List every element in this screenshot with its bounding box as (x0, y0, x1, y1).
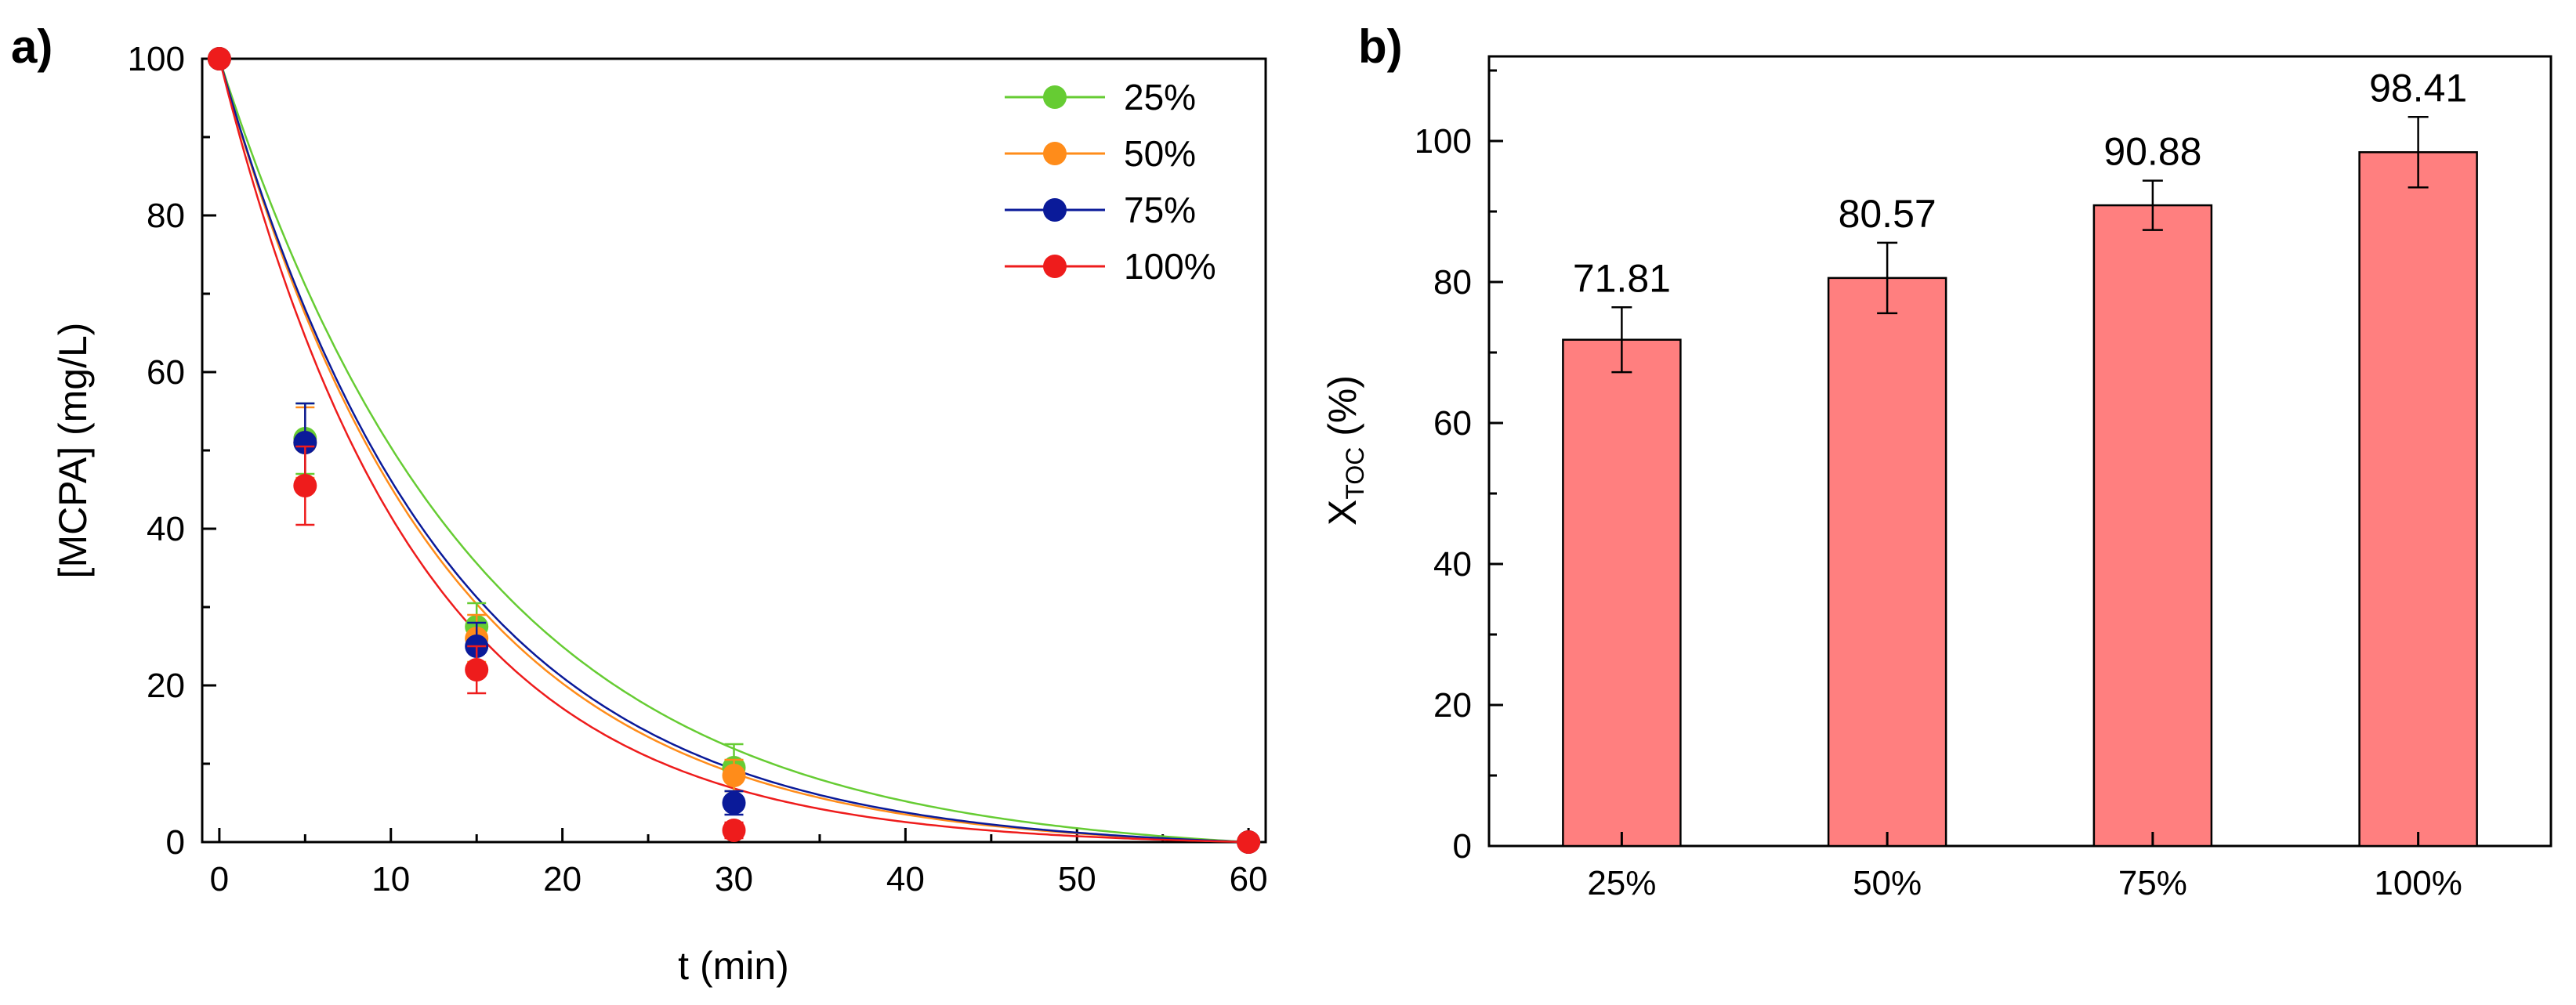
panel-b-y-axis-label: XTOC (%) (1321, 375, 1369, 526)
panel-b-label: b) (1358, 20, 1403, 73)
panel-a-plot-frame (201, 57, 1267, 844)
x-tick-label: 50% (1853, 864, 1922, 902)
panel-b-bars: 71.81 25% 80.57 50% 90.88 75% 98.41 100% (1562, 66, 2478, 902)
y-tick-label: 20 (147, 667, 185, 705)
panel-a-x-axis-label: t (min) (678, 944, 789, 988)
panel-a-data-points (207, 47, 1261, 854)
panel-a-label: a) (11, 20, 53, 73)
y-label-main: X (1321, 500, 1364, 526)
y-tick-label: 20 (1433, 686, 1472, 725)
bar-value-label: 80.57 (1839, 192, 1937, 236)
bar-value-label: 71.81 (1573, 256, 1671, 300)
panel-b-plot-frame (1487, 55, 2552, 848)
x-tick-label: 0 (210, 860, 229, 898)
y-tick-label: 60 (1433, 404, 1472, 443)
y-tick-label: 80 (1433, 263, 1472, 302)
legend-marker (1043, 85, 1067, 109)
legend-label: 25% (1124, 77, 1196, 117)
x-tick-label: 50 (1058, 860, 1096, 898)
y-tick-label: 40 (1433, 545, 1472, 584)
x-tick-label: 25% (1587, 864, 1656, 902)
x-tick-label: 40 (886, 860, 925, 898)
x-tick-label: 20 (543, 860, 582, 898)
panel-b: b) 0 20 40 60 80 100 71.81 25% 80.57 50% 90.88 75%… (1321, 20, 2552, 902)
y-label-unit: (%) (1321, 375, 1364, 447)
data-point-100pct (207, 47, 231, 70)
panel-a-y-axis-label: [MCPA] (mg/L) (51, 323, 95, 579)
legend-marker (1043, 142, 1067, 165)
bar-100pct (2358, 151, 2478, 848)
panel-a-legend: 25% 50% 75% 100% (1005, 77, 1216, 287)
panel-a-fit-curves (218, 58, 1249, 844)
y-tick-label: 100 (1415, 122, 1472, 161)
fit-curve-75pct (218, 58, 1249, 844)
y-label-subscript: TOC (1341, 447, 1369, 500)
y-tick-label: 100 (128, 40, 185, 78)
x-tick-label: 100% (2374, 864, 2462, 902)
legend-label: 75% (1124, 190, 1196, 230)
y-tick-label: 0 (1453, 827, 1472, 866)
bar-25pct (1562, 338, 1682, 848)
panel-b-axis-ticks: 0 20 40 60 80 100 (1415, 69, 1503, 866)
legend-label: 100% (1124, 246, 1216, 287)
panel-a: a) 0 10 20 30 40 50 60 0 20 40 60 80 100 t (min) [MC… (11, 20, 1268, 988)
data-point-75pct (722, 791, 746, 815)
data-point-50pct (722, 764, 746, 787)
x-tick-label: 75% (2118, 864, 2187, 902)
data-point-75pct (293, 431, 317, 454)
legend-marker (1043, 198, 1067, 222)
legend-label: 50% (1124, 133, 1196, 174)
x-tick-label: 60 (1230, 860, 1268, 898)
bar-75pct (2092, 204, 2213, 848)
y-tick-label: 40 (147, 510, 185, 548)
data-point-100pct (722, 819, 746, 842)
y-tick-label: 60 (147, 353, 185, 392)
x-tick-label: 30 (715, 860, 753, 898)
bar-50pct (1827, 277, 1947, 848)
data-point-100pct (1237, 830, 1261, 854)
y-tick-label: 0 (166, 823, 185, 862)
data-point-100pct (293, 474, 317, 497)
y-tick-label: 80 (147, 197, 185, 235)
bar-value-label: 98.41 (2369, 66, 2467, 110)
panel-a-axis-ticks: 0 10 20 30 40 50 60 0 20 40 60 80 100 (128, 40, 1268, 898)
bar-value-label: 90.88 (2103, 130, 2201, 174)
data-point-100pct (465, 658, 489, 681)
legend-marker (1043, 255, 1067, 278)
x-tick-label: 10 (371, 860, 410, 898)
